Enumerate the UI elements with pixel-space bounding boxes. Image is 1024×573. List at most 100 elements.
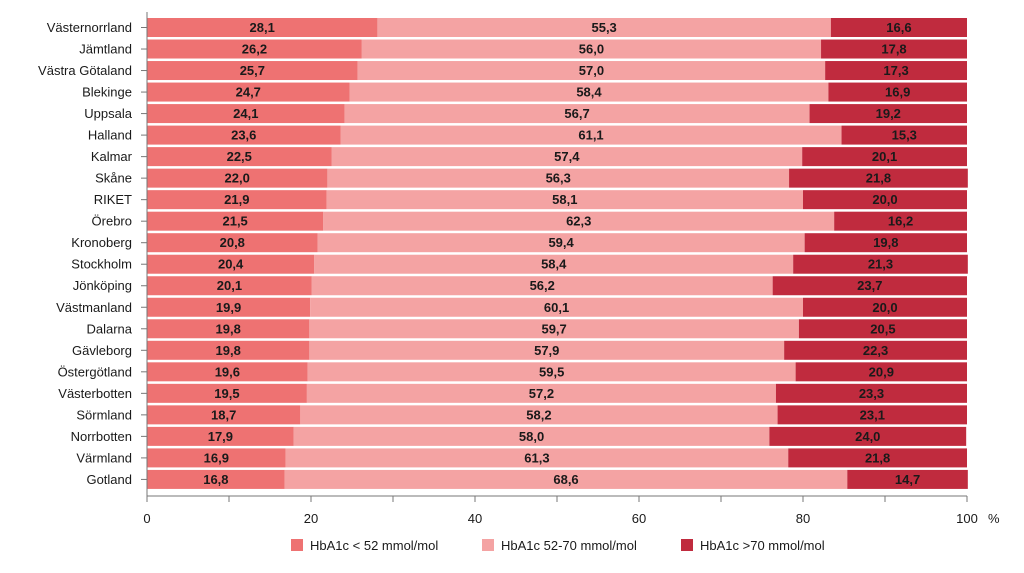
data-label: 21,5	[222, 214, 247, 229]
x-tick-label: 40	[468, 511, 482, 526]
category-label: Blekinge	[82, 85, 132, 100]
bar-segment	[147, 233, 318, 253]
data-label: 20,0	[872, 300, 897, 315]
data-label: 57,4	[554, 149, 580, 164]
data-label: 20,5	[870, 321, 895, 336]
bar-segment	[847, 469, 968, 489]
bar-segment	[769, 426, 967, 446]
bar-segment	[307, 362, 796, 382]
bar-segment	[803, 190, 967, 210]
bar-segment	[803, 297, 967, 317]
data-label: 19,5	[214, 386, 239, 401]
data-label: 22,5	[227, 149, 252, 164]
bar-segment	[300, 405, 778, 425]
bar-segment	[147, 254, 315, 274]
bar-segment	[361, 39, 822, 59]
data-label: 14,7	[895, 472, 920, 487]
bar-segment	[809, 104, 967, 124]
data-label: 16,2	[888, 214, 913, 229]
data-label: 23,1	[860, 407, 885, 422]
data-label: 58,2	[526, 407, 551, 422]
data-label: 24,7	[236, 85, 261, 100]
bar-segment	[798, 319, 967, 339]
category-label: Halland	[88, 128, 132, 143]
data-label: 57,0	[579, 63, 604, 78]
bar-segment	[147, 362, 308, 382]
bar-segment	[344, 104, 810, 124]
bar-segment	[314, 254, 794, 274]
bar-segment	[147, 190, 327, 210]
bar-segment	[772, 276, 967, 296]
bar-segment	[147, 319, 310, 339]
bar-segment	[293, 426, 770, 446]
data-label: 58,0	[519, 429, 544, 444]
bar-segment	[828, 82, 967, 102]
bar-segment	[804, 233, 967, 253]
category-label: Gävleborg	[72, 343, 132, 358]
data-label: 57,2	[529, 386, 554, 401]
data-label: 23,3	[859, 386, 884, 401]
category-label: Kalmar	[91, 149, 133, 164]
bar-segment	[775, 383, 967, 403]
bar-segment	[821, 39, 967, 59]
data-label: 20,1	[217, 278, 242, 293]
bar-segment	[340, 125, 842, 145]
data-label: 23,6	[231, 128, 256, 143]
bar-segment	[147, 147, 332, 167]
bar-segment	[357, 61, 826, 81]
category-label: Västernorrland	[47, 20, 132, 35]
legend-label: HbA1c >70 mmol/mol	[700, 538, 825, 553]
category-label: Norrbotten	[71, 429, 132, 444]
bar-segment	[147, 426, 294, 446]
bar-segment	[147, 448, 286, 468]
bar-segment	[841, 125, 967, 145]
data-label: 18,7	[211, 407, 236, 422]
category-label: Skåne	[95, 171, 132, 186]
bar-segment	[147, 18, 378, 37]
category-label: Västra Götaland	[38, 63, 132, 78]
legend-label: HbA1c 52-70 mmol/mol	[501, 538, 637, 553]
data-label: 61,1	[578, 128, 603, 143]
bar-segment	[147, 276, 312, 296]
category-label: Dalarna	[86, 321, 132, 336]
category-label: Uppsala	[84, 106, 132, 121]
bar-segment	[285, 448, 789, 468]
x-tick-label: 100	[956, 511, 978, 526]
category-label: Sörmland	[76, 407, 132, 422]
data-label: 57,9	[534, 343, 559, 358]
data-label: 19,8	[216, 321, 241, 336]
legend-swatch	[291, 539, 303, 551]
bar-segment	[147, 125, 341, 145]
bar-segment	[349, 82, 829, 102]
data-label: 17,3	[883, 63, 908, 78]
legend: HbA1c < 52 mmol/mol HbA1c 52-70 mmol/mol H…	[291, 538, 825, 553]
bar-segment	[309, 340, 785, 360]
bar-segment	[147, 405, 301, 425]
data-label: 21,3	[868, 257, 893, 272]
data-label: 19,8	[873, 235, 898, 250]
bar-segment	[309, 319, 799, 339]
bars-layer: 28,1 55,3 16,6 26,2 56,0 17,8 25,7 57,0 17,3 24,7…	[147, 18, 968, 489]
bar-segment	[147, 297, 311, 317]
data-label: 20,9	[869, 364, 894, 379]
data-label: 15,3	[892, 128, 917, 143]
data-label: 16,9	[204, 450, 229, 465]
bar-segment	[147, 82, 350, 102]
data-label: 59,7	[541, 321, 566, 336]
category-label: Jämtland	[79, 42, 132, 57]
legend-label: HbA1c < 52 mmol/mol	[310, 538, 438, 553]
bar-segment	[830, 18, 967, 37]
legend-swatch	[482, 539, 494, 551]
data-label: 56,0	[579, 42, 604, 57]
bar-segment	[323, 211, 835, 231]
data-label: 19,6	[215, 364, 240, 379]
category-label: Kronoberg	[71, 235, 132, 250]
bar-segment	[326, 190, 803, 210]
bar-segment	[147, 383, 307, 403]
x-tick-label: 0	[143, 511, 150, 526]
category-label: Örebro	[92, 214, 132, 229]
bar-segment	[795, 362, 967, 382]
bar-segment	[788, 448, 967, 468]
bar-segment	[147, 340, 310, 360]
